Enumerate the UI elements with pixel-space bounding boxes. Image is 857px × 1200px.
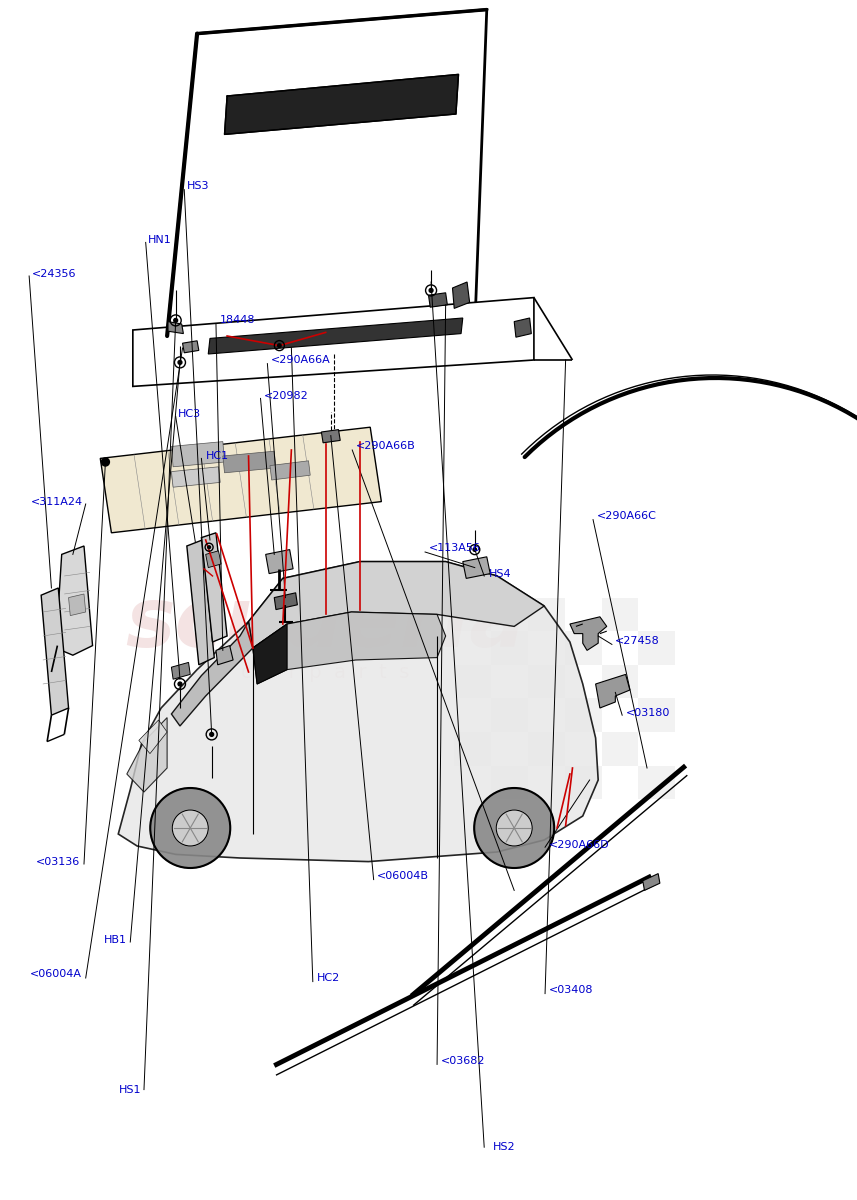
Bar <box>638 698 675 732</box>
Circle shape <box>150 788 231 868</box>
Text: HS2: HS2 <box>493 1142 515 1152</box>
Bar <box>491 631 528 665</box>
Text: <20982: <20982 <box>264 391 309 401</box>
Circle shape <box>496 810 532 846</box>
Polygon shape <box>187 540 214 665</box>
Text: HS3: HS3 <box>187 181 209 191</box>
Bar <box>454 732 491 766</box>
Polygon shape <box>171 442 225 467</box>
Bar <box>454 665 491 698</box>
Polygon shape <box>183 341 199 353</box>
Polygon shape <box>201 533 227 642</box>
Bar <box>528 665 565 698</box>
Text: <03136: <03136 <box>35 857 80 866</box>
Circle shape <box>101 458 110 466</box>
Polygon shape <box>514 318 531 337</box>
Polygon shape <box>56 546 93 655</box>
Polygon shape <box>321 430 340 443</box>
Polygon shape <box>643 874 660 890</box>
Text: HS1: HS1 <box>119 1085 141 1094</box>
Polygon shape <box>206 551 221 568</box>
Bar <box>638 766 675 799</box>
Text: <03408: <03408 <box>548 985 593 995</box>
Polygon shape <box>452 282 470 308</box>
Bar <box>565 698 602 732</box>
Bar <box>491 766 528 799</box>
Polygon shape <box>249 562 544 648</box>
Polygon shape <box>208 318 463 354</box>
Text: HN1: HN1 <box>148 235 172 245</box>
Circle shape <box>207 546 211 548</box>
Text: HC3: HC3 <box>178 409 201 419</box>
Bar <box>528 598 565 631</box>
Circle shape <box>473 548 476 551</box>
Text: <290A66A: <290A66A <box>271 355 331 365</box>
Circle shape <box>178 682 182 686</box>
Text: <24356: <24356 <box>32 269 76 278</box>
Text: c  a  r  p  a  r  t  s: c a r p a r t s <box>242 662 410 682</box>
Polygon shape <box>167 10 487 336</box>
Bar <box>454 598 491 631</box>
Text: <290A66C: <290A66C <box>596 511 656 521</box>
Polygon shape <box>168 322 183 334</box>
Text: HC1: HC1 <box>206 451 229 461</box>
Polygon shape <box>127 718 167 792</box>
Polygon shape <box>266 550 293 574</box>
Text: HB1: HB1 <box>104 935 127 944</box>
Circle shape <box>174 318 177 323</box>
Polygon shape <box>133 298 534 386</box>
Polygon shape <box>139 720 167 754</box>
Text: HC2: HC2 <box>317 973 340 983</box>
Text: <290A66D: <290A66D <box>548 840 609 850</box>
Polygon shape <box>100 427 381 533</box>
Polygon shape <box>253 624 287 684</box>
Polygon shape <box>253 612 446 684</box>
Polygon shape <box>171 467 220 487</box>
Bar <box>565 766 602 799</box>
Circle shape <box>178 360 182 365</box>
Polygon shape <box>428 293 447 307</box>
Bar <box>602 598 638 631</box>
Bar <box>638 631 675 665</box>
Text: <03682: <03682 <box>441 1056 486 1066</box>
Circle shape <box>172 810 208 846</box>
Polygon shape <box>225 74 458 134</box>
Polygon shape <box>570 617 607 650</box>
Polygon shape <box>463 557 490 578</box>
Polygon shape <box>216 646 233 665</box>
Polygon shape <box>171 662 190 679</box>
Polygon shape <box>118 562 598 862</box>
Bar <box>602 732 638 766</box>
Circle shape <box>429 288 433 293</box>
Text: <311A24: <311A24 <box>31 497 83 506</box>
Text: HS4: HS4 <box>488 569 511 578</box>
Text: <06004A: <06004A <box>29 970 81 979</box>
Polygon shape <box>223 451 276 473</box>
Text: <06004B: <06004B <box>377 871 429 881</box>
Polygon shape <box>41 588 69 715</box>
Circle shape <box>278 344 281 347</box>
Bar <box>565 631 602 665</box>
Text: <290A66B: <290A66B <box>356 442 416 451</box>
Text: <27458: <27458 <box>615 636 660 646</box>
Bar <box>528 732 565 766</box>
Circle shape <box>474 788 554 868</box>
Bar <box>602 665 638 698</box>
Text: <03180: <03180 <box>626 708 670 718</box>
Text: <113A56: <113A56 <box>428 544 481 553</box>
Text: scuderia: scuderia <box>125 583 526 665</box>
Polygon shape <box>69 594 86 616</box>
Polygon shape <box>171 622 253 726</box>
Text: 18448: 18448 <box>219 316 255 325</box>
Polygon shape <box>270 461 310 480</box>
Polygon shape <box>596 674 630 708</box>
Circle shape <box>210 732 213 737</box>
Bar <box>491 698 528 732</box>
Polygon shape <box>274 593 297 610</box>
